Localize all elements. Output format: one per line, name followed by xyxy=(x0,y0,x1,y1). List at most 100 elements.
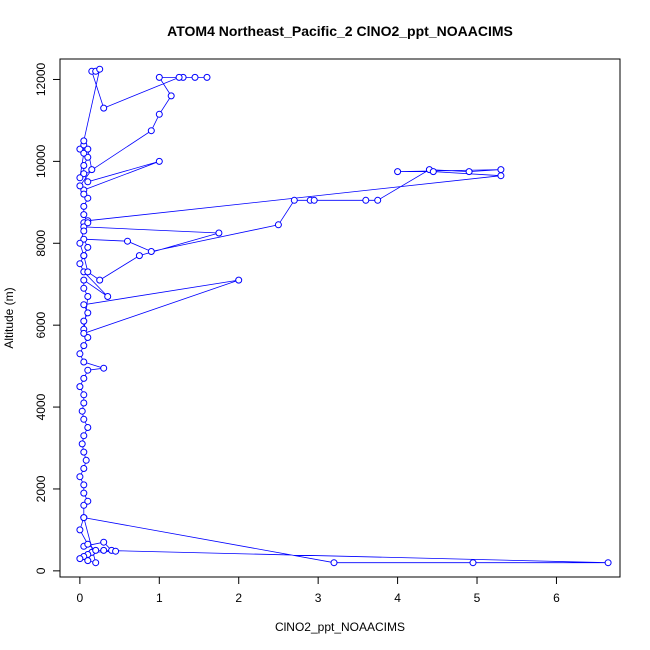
data-point xyxy=(76,383,84,391)
x-tick-label: 3 xyxy=(315,591,322,605)
data-point xyxy=(84,334,92,341)
data-point xyxy=(135,252,143,260)
y-axis-label: Altitude (m) xyxy=(2,287,16,348)
data-point xyxy=(155,157,163,165)
x-axis: 0 1 2 3 4 5 6 xyxy=(77,576,560,605)
data-point xyxy=(76,526,84,534)
data-point xyxy=(80,415,88,423)
y-tick-label: 8000 xyxy=(34,230,48,257)
x-axis-label: ClNO2_ppt_NOAACIMS xyxy=(275,620,405,634)
data-point xyxy=(78,407,86,415)
chart-title: ATOM4 Northeast_Pacific_2 ClNO2_ppt_NOAA… xyxy=(167,23,513,39)
x-tick-label: 6 xyxy=(553,591,560,605)
data-point xyxy=(80,149,88,157)
data-point xyxy=(469,559,477,567)
data-point xyxy=(80,399,88,407)
data-point xyxy=(76,555,84,563)
data-point xyxy=(80,211,88,219)
data-point xyxy=(215,229,223,237)
data-point xyxy=(147,127,155,135)
data-point xyxy=(80,481,88,489)
data-point xyxy=(167,92,175,100)
data-point xyxy=(76,174,84,182)
data-point xyxy=(330,559,338,567)
x-tick-label: 0 xyxy=(77,591,84,605)
x-tick-label: 4 xyxy=(394,591,401,605)
data-point xyxy=(80,252,88,260)
data-point xyxy=(80,514,88,522)
series-line xyxy=(78,68,609,564)
data-point xyxy=(84,540,92,548)
data-point xyxy=(84,293,92,300)
data-point xyxy=(84,219,92,227)
data-point xyxy=(310,196,318,204)
data-point xyxy=(362,196,370,204)
data-point xyxy=(84,153,92,161)
data-point xyxy=(104,293,112,300)
data-point xyxy=(80,329,88,337)
data-point xyxy=(76,239,84,247)
data-point xyxy=(374,196,382,204)
data-point xyxy=(92,546,100,554)
data-point xyxy=(80,190,88,198)
x-tick-label: 2 xyxy=(235,591,242,605)
data-point xyxy=(80,137,88,145)
y-tick-label: 0 xyxy=(34,567,48,574)
data-point xyxy=(147,248,155,255)
data-point xyxy=(80,276,88,284)
data-point xyxy=(88,166,96,174)
data-point xyxy=(76,350,84,358)
data-point xyxy=(96,276,104,284)
data-point xyxy=(84,194,92,202)
data-point xyxy=(80,374,88,382)
data-point xyxy=(80,227,88,235)
data-point xyxy=(100,104,108,112)
data-point xyxy=(84,243,92,251)
data-point xyxy=(429,168,437,176)
data-point xyxy=(84,557,92,565)
data-point xyxy=(112,547,120,555)
data-point xyxy=(76,260,84,268)
data-point xyxy=(100,538,108,546)
data-point xyxy=(76,182,84,190)
y-tick-label: 10000 xyxy=(34,144,48,178)
data-point xyxy=(92,559,100,567)
data-point xyxy=(84,366,92,374)
data-point xyxy=(274,221,282,229)
data-point xyxy=(80,448,88,456)
data-point xyxy=(76,145,84,153)
data-point xyxy=(80,432,88,440)
data-point xyxy=(80,162,88,169)
series-layer xyxy=(76,65,612,567)
data-point xyxy=(80,317,88,325)
data-point xyxy=(497,172,505,180)
data-point xyxy=(76,473,84,481)
data-point xyxy=(80,235,88,243)
data-point xyxy=(155,73,163,81)
data-point xyxy=(80,202,88,210)
data-point xyxy=(155,110,163,118)
x-tick-label: 1 xyxy=(156,591,163,605)
data-point xyxy=(235,276,243,284)
y-tick-label: 6000 xyxy=(34,311,48,338)
data-point xyxy=(96,65,104,73)
data-point xyxy=(394,168,402,176)
data-point xyxy=(203,73,211,81)
data-point xyxy=(84,497,92,505)
data-point xyxy=(80,465,88,472)
data-point xyxy=(191,73,199,81)
data-point xyxy=(604,559,612,567)
y-tick-label: 2000 xyxy=(34,475,48,502)
y-tick-label: 12000 xyxy=(34,62,48,96)
data-point xyxy=(80,391,88,399)
data-point xyxy=(80,342,88,350)
data-point xyxy=(175,73,183,81)
data-point xyxy=(80,489,88,497)
data-point xyxy=(124,237,131,245)
data-point xyxy=(465,168,473,176)
data-point xyxy=(100,364,108,372)
data-point xyxy=(84,178,92,186)
data-point xyxy=(80,284,88,292)
data-point xyxy=(84,309,92,317)
